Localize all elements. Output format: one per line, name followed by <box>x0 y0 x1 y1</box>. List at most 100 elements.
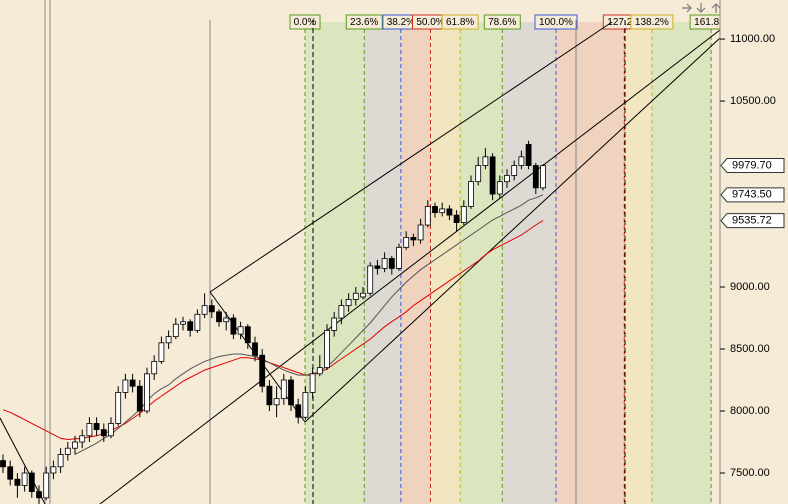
candle-body <box>396 246 402 269</box>
candle-body <box>324 330 330 369</box>
moving-average-line <box>74 194 544 455</box>
candle-body <box>417 224 424 241</box>
candle-body <box>468 181 474 207</box>
candle-body <box>158 342 165 362</box>
candle-body <box>14 478 21 486</box>
candle-body <box>403 237 410 248</box>
candle-body <box>424 206 431 226</box>
candle-body <box>288 379 294 406</box>
fib-label: 50.0% <box>416 17 444 28</box>
fib-label: 161.8% <box>694 17 728 28</box>
fib-zone <box>305 22 365 504</box>
candle-body <box>259 354 266 387</box>
candle-body <box>100 429 107 437</box>
toolbar[interactable] <box>682 3 721 13</box>
candle-body <box>540 165 546 189</box>
y-tick-label: 10500.00 <box>730 95 776 107</box>
candle-body <box>295 404 302 418</box>
candle-body <box>460 206 467 223</box>
candle-body <box>108 423 114 437</box>
candle-body <box>345 299 352 307</box>
price-marker <box>720 213 785 229</box>
fib-zone <box>624 22 652 504</box>
candle-body <box>216 311 222 323</box>
arrow-right-icon[interactable] <box>682 3 692 13</box>
fib-label: 0.0% <box>294 17 317 28</box>
candle-body <box>432 206 438 214</box>
fib-label: 100.0% <box>539 17 573 28</box>
fib-zone <box>651 22 712 504</box>
candle-body <box>504 175 510 183</box>
candle-body <box>496 181 503 195</box>
candle-body <box>331 317 338 331</box>
candle-body <box>367 265 374 294</box>
fib-zone <box>460 22 503 504</box>
y-tick-label: 9000.00 <box>730 281 770 293</box>
price-label: 9535.72 <box>732 215 772 227</box>
candle-body <box>280 379 287 400</box>
channel-line <box>0 417 46 504</box>
candle-body <box>72 441 78 449</box>
price-axis <box>720 0 788 504</box>
candle-body <box>482 156 489 166</box>
channel-line <box>304 37 721 423</box>
arrow-up-icon[interactable] <box>711 3 721 13</box>
candle-body <box>115 392 122 424</box>
candle-body <box>252 342 258 356</box>
fib-zone <box>430 22 461 504</box>
candle-body <box>64 447 71 455</box>
candle-body <box>194 313 201 331</box>
fib-zone <box>556 22 625 504</box>
candle-body <box>518 156 525 166</box>
fib-zone <box>502 22 556 504</box>
candle-body <box>79 435 86 443</box>
candle-body <box>7 466 14 480</box>
candle-body <box>136 385 143 412</box>
candle-body <box>410 237 417 241</box>
candle-body <box>381 258 388 269</box>
candle-body <box>309 373 316 393</box>
fib-label-box <box>483 14 521 30</box>
candle-body <box>446 208 453 216</box>
y-tick-label: 8500.00 <box>730 343 770 355</box>
candle-body <box>0 460 6 468</box>
candle-body <box>144 373 150 412</box>
candle-body <box>86 423 93 437</box>
fib-label: 78.6% <box>488 17 516 28</box>
channel-line <box>209 21 613 293</box>
candle-body <box>525 144 532 166</box>
candle-body <box>360 292 366 298</box>
candle-body <box>237 326 244 335</box>
candle-body <box>187 321 194 331</box>
candle-body <box>453 214 460 223</box>
candle-body <box>172 323 179 338</box>
moving-average-line <box>2 220 544 441</box>
candle-body <box>338 305 345 319</box>
candle-body <box>374 265 381 269</box>
candle-body <box>57 454 64 468</box>
candle-body <box>223 317 230 323</box>
candle-body <box>36 491 42 499</box>
channel-line <box>99 29 721 504</box>
candle-body <box>439 208 446 214</box>
candle-body <box>273 398 280 406</box>
candle-body <box>151 361 158 375</box>
y-tick-label: 7500.00 <box>730 467 770 479</box>
candle-body <box>21 472 28 486</box>
fib-label: 138.2% <box>635 17 669 28</box>
price-label: 9979.70 <box>732 159 772 171</box>
candle-body <box>208 305 215 313</box>
y-tick-label: 11000.00 <box>730 33 775 45</box>
price-marker <box>720 187 785 203</box>
candle-body <box>352 292 359 300</box>
candle-body <box>316 367 323 375</box>
candle-body <box>388 258 395 269</box>
arrow-down-icon[interactable] <box>696 3 706 13</box>
candle-body <box>302 392 309 418</box>
candle-body <box>43 472 50 499</box>
candle-body <box>165 336 172 344</box>
candle-body <box>244 326 251 344</box>
price-marker <box>720 158 785 174</box>
candle-body <box>122 379 129 393</box>
